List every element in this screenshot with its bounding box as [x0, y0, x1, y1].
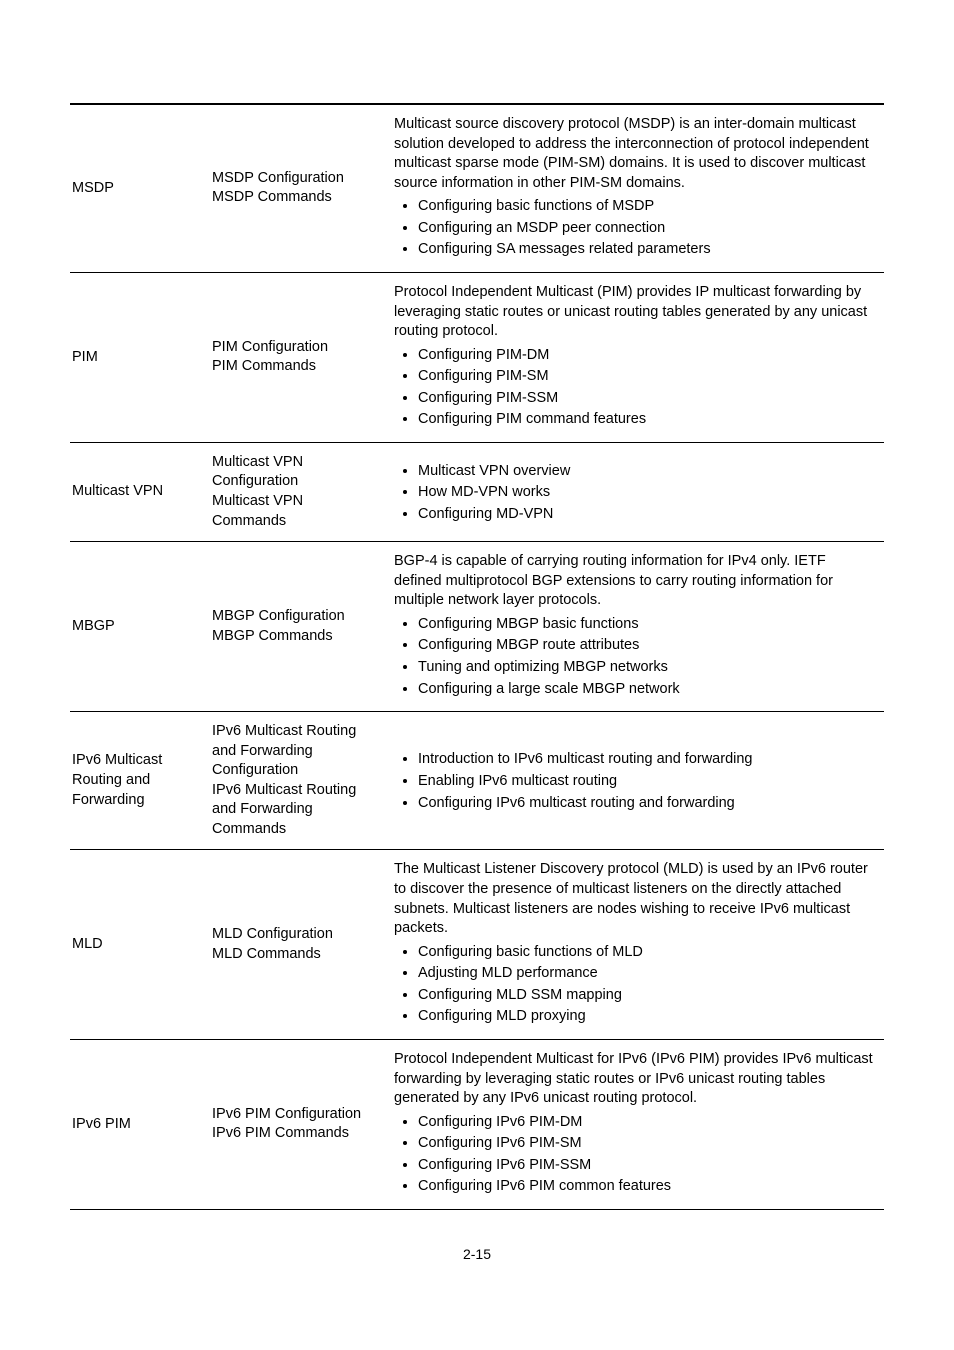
feature-list: Configuring basic functions of MSDPConfi… — [394, 197, 874, 260]
table-row: Multicast VPNMulticast VPN Configuration… — [70, 442, 884, 541]
doc-ref-line: PIM Configuration — [212, 338, 380, 358]
feature-list: Configuring PIM-DMConfiguring PIM-SMConf… — [394, 346, 874, 430]
doc-refs-cell: MLD ConfigurationMLD Commands — [210, 850, 390, 1040]
feature-list: Multicast VPN overviewHow MD-VPN worksCo… — [394, 462, 874, 525]
table-header-cell — [210, 60, 390, 104]
feature-item: Configuring MBGP basic functions — [418, 615, 874, 635]
doc-table: MSDPMSDP ConfigurationMSDP CommandsMulti… — [70, 60, 884, 1210]
doc-ref-line: MBGP Configuration — [212, 607, 380, 627]
feature-item: Configuring IPv6 PIM-DM — [418, 1113, 874, 1133]
doc-ref-line: IPv6 PIM Configuration — [212, 1105, 380, 1125]
table-row: MLDMLD ConfigurationMLD CommandsThe Mult… — [70, 850, 884, 1040]
description-para: Protocol Independent Multicast for IPv6 … — [394, 1050, 874, 1109]
feature-item: Configuring PIM command features — [418, 410, 874, 430]
description-para: Protocol Independent Multicast (PIM) pro… — [394, 283, 874, 342]
doc-refs-cell: MSDP ConfigurationMSDP Commands — [210, 104, 390, 272]
doc-ref-line: MLD Commands — [212, 945, 380, 965]
feature-list: Configuring MBGP basic functionsConfigur… — [394, 615, 874, 699]
feature-item: Configuring PIM-DM — [418, 346, 874, 366]
doc-refs-cell: MBGP ConfigurationMBGP Commands — [210, 542, 390, 712]
description-para: The Multicast Listener Discovery protoco… — [394, 860, 874, 938]
module-name-cell: IPv6 PIM — [70, 1039, 210, 1209]
doc-ref-line: IPv6 Multicast Routing and Forwarding Co… — [212, 781, 380, 840]
doc-ref-line: MBGP Commands — [212, 627, 380, 647]
module-name-cell: IPv6 Multicast Routing and Forwarding — [70, 712, 210, 850]
doc-refs-cell: PIM ConfigurationPIM Commands — [210, 272, 390, 442]
doc-refs-cell: IPv6 PIM ConfigurationIPv6 PIM Commands — [210, 1039, 390, 1209]
doc-ref-line: MSDP Commands — [212, 188, 380, 208]
doc-refs-cell: IPv6 Multicast Routing and Forwarding Co… — [210, 712, 390, 850]
table-row: MSDPMSDP ConfigurationMSDP CommandsMulti… — [70, 104, 884, 272]
doc-ref-line: MSDP Configuration — [212, 169, 380, 189]
module-name-cell: Multicast VPN — [70, 442, 210, 541]
feature-item: Configuring MLD SSM mapping — [418, 986, 874, 1006]
feature-item: Configuring IPv6 PIM-SM — [418, 1134, 874, 1154]
feature-item: How MD-VPN works — [418, 483, 874, 503]
description-cell: BGP-4 is capable of carrying routing inf… — [390, 542, 884, 712]
table-row: PIMPIM ConfigurationPIM CommandsProtocol… — [70, 272, 884, 442]
feature-item: Multicast VPN overview — [418, 462, 874, 482]
description-cell: Multicast VPN overviewHow MD-VPN worksCo… — [390, 442, 884, 541]
table-row: IPv6 PIMIPv6 PIM ConfigurationIPv6 PIM C… — [70, 1039, 884, 1209]
feature-item: Configuring basic functions of MLD — [418, 943, 874, 963]
table-header-row — [70, 60, 884, 104]
description-cell: The Multicast Listener Discovery protoco… — [390, 850, 884, 1040]
description-para: BGP-4 is capable of carrying routing inf… — [394, 552, 874, 611]
doc-ref-line: IPv6 Multicast Routing and Forwarding Co… — [212, 722, 380, 781]
feature-item: Configuring MLD proxying — [418, 1007, 874, 1027]
doc-ref-line: IPv6 PIM Commands — [212, 1124, 380, 1144]
feature-item: Configuring an MSDP peer connection — [418, 219, 874, 239]
feature-item: Configuring MD-VPN — [418, 505, 874, 525]
feature-item: Configuring MBGP route attributes — [418, 636, 874, 656]
feature-item: Configuring basic functions of MSDP — [418, 197, 874, 217]
doc-ref-line: PIM Commands — [212, 357, 380, 377]
module-name-cell: MSDP — [70, 104, 210, 272]
table-row: MBGPMBGP ConfigurationMBGP CommandsBGP-4… — [70, 542, 884, 712]
doc-ref-line: Multicast VPN Configuration — [212, 453, 380, 492]
feature-list: Configuring basic functions of MLDAdjust… — [394, 943, 874, 1027]
doc-ref-line: MLD Configuration — [212, 925, 380, 945]
feature-list: Configuring IPv6 PIM-DMConfiguring IPv6 … — [394, 1113, 874, 1197]
description-cell: Multicast source discovery protocol (MSD… — [390, 104, 884, 272]
feature-item: Configuring a large scale MBGP network — [418, 680, 874, 700]
feature-item: Configuring IPv6 multicast routing and f… — [418, 794, 874, 814]
description-para: Multicast source discovery protocol (MSD… — [394, 115, 874, 193]
module-name-cell: PIM — [70, 272, 210, 442]
feature-item: Configuring SA messages related paramete… — [418, 240, 874, 260]
page-number: 2-15 — [70, 1246, 884, 1262]
table-row: IPv6 Multicast Routing and ForwardingIPv… — [70, 712, 884, 850]
module-name-cell: MLD — [70, 850, 210, 1040]
description-cell: Protocol Independent Multicast for IPv6 … — [390, 1039, 884, 1209]
module-name-cell: MBGP — [70, 542, 210, 712]
feature-list: Introduction to IPv6 multicast routing a… — [394, 750, 874, 813]
feature-item: Configuring PIM-SSM — [418, 389, 874, 409]
feature-item: Adjusting MLD performance — [418, 964, 874, 984]
table-header-cell — [390, 60, 884, 104]
table-header-cell — [70, 60, 210, 104]
feature-item: Configuring IPv6 PIM common features — [418, 1177, 874, 1197]
feature-item: Introduction to IPv6 multicast routing a… — [418, 750, 874, 770]
feature-item: Tuning and optimizing MBGP networks — [418, 658, 874, 678]
doc-refs-cell: Multicast VPN ConfigurationMulticast VPN… — [210, 442, 390, 541]
description-cell: Protocol Independent Multicast (PIM) pro… — [390, 272, 884, 442]
feature-item: Configuring IPv6 PIM-SSM — [418, 1156, 874, 1176]
feature-item: Enabling IPv6 multicast routing — [418, 772, 874, 792]
feature-item: Configuring PIM-SM — [418, 367, 874, 387]
doc-ref-line: Multicast VPN Commands — [212, 492, 380, 531]
description-cell: Introduction to IPv6 multicast routing a… — [390, 712, 884, 850]
